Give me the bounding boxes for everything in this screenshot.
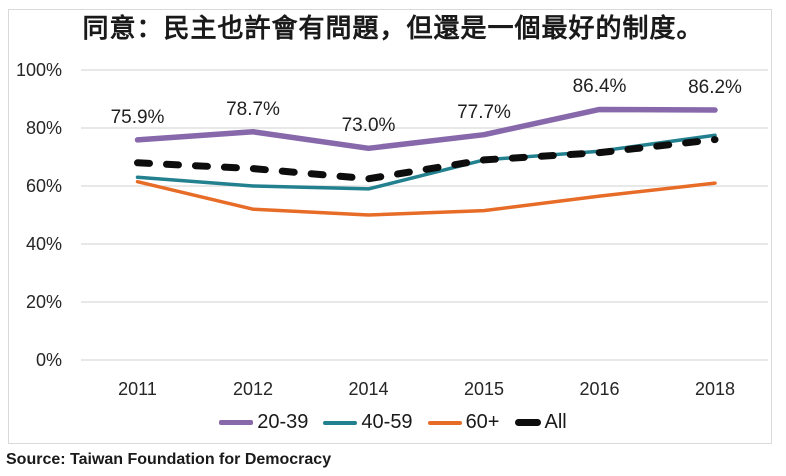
chart-title: 同意：民主也許會有問題，但還是一個最好的制度。 xyxy=(82,13,704,43)
legend-item-40-59: 40-59 xyxy=(323,411,413,434)
y-tick-label: 80% xyxy=(25,118,62,138)
data-label: 78.7% xyxy=(226,98,280,120)
data-label: 86.2% xyxy=(688,77,742,99)
series-line-20-39 xyxy=(134,106,718,152)
y-tick-label: 60% xyxy=(25,176,62,196)
x-tick-label: 2016 xyxy=(579,379,620,399)
legend-swatch-icon xyxy=(219,420,254,425)
legend-label: All xyxy=(544,411,567,433)
data-label: 73.0% xyxy=(341,115,396,137)
series-line-60+ xyxy=(135,179,717,217)
y-tick-label: 40% xyxy=(25,234,62,254)
x-tick-label: 2018 xyxy=(694,379,736,399)
legend-item-20-39: 20-39 xyxy=(219,411,308,434)
x-tick-label: 2015 xyxy=(463,379,505,399)
data-label: 86.4% xyxy=(572,76,627,98)
x-tick-label: 2012 xyxy=(232,379,274,399)
y-tick-label: 0% xyxy=(35,350,62,370)
legend-label: 40-59 xyxy=(361,411,413,433)
legend-item-60+: 60+ xyxy=(427,411,500,434)
data-label: 75.9% xyxy=(110,106,165,128)
legend-swatch-icon xyxy=(323,420,358,425)
legend-swatch-icon xyxy=(427,420,462,425)
chart-container xyxy=(8,9,772,444)
x-tick-label: 2011 xyxy=(118,379,157,399)
series-line-All xyxy=(134,136,719,183)
legend-swatch-icon xyxy=(514,419,541,426)
x-tick-label: 2014 xyxy=(348,379,389,399)
data-label: 77.7% xyxy=(457,101,511,123)
legend-label: 20-39 xyxy=(257,411,309,433)
legend-item-All: All xyxy=(514,411,567,434)
series-line-40-59 xyxy=(135,133,717,191)
legend: 20-39 40-59 60+ All xyxy=(0,411,786,434)
source-text: Source: Taiwan Foundation for Democracy xyxy=(6,451,332,468)
y-tick-label: 100% xyxy=(15,60,62,80)
y-tick-label: 20% xyxy=(25,292,62,312)
legend-label: 60+ xyxy=(465,411,500,433)
